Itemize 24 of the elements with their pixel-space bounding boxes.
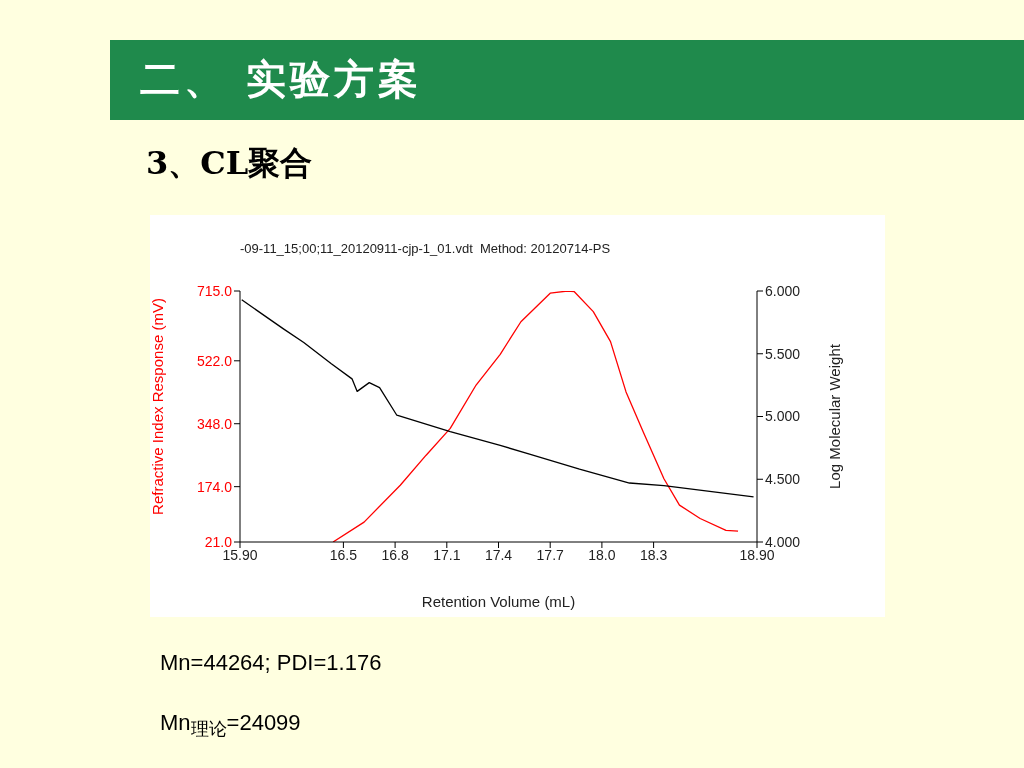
y-tick-label: 522.0 — [196, 352, 233, 369]
x-tick-label: 17.1 — [433, 546, 461, 563]
x-tick-label: 18.3 — [639, 546, 668, 563]
chart-subtitle: 3、CL聚合 — [146, 143, 313, 184]
text: -09-11_15;00;11_20120911-cjp-1_01.vdt Method: 20120714-PS — [240, 241, 611, 256]
y2-tick-label: 5.000 — [765, 408, 801, 425]
x-tick-label: 16.5 — [329, 546, 358, 563]
text: Mn=44264; PDI=1.176 — [160, 650, 382, 676]
y-tick-label: 174.0 — [196, 478, 233, 495]
y-tick-label: 348.0 — [196, 415, 233, 432]
x-axis-title: Retention Volume (mL) — [421, 593, 576, 610]
y2-axis-title: Log Molecular Weight — [826, 343, 844, 489]
y2-tick-label: 4.500 — [765, 471, 801, 488]
x-tick-label: 16.8 — [381, 546, 409, 563]
x-tick-label: 17.7 — [536, 546, 565, 563]
x-tick-label: 17.4 — [484, 546, 513, 563]
chart-title: 二、 实验方案 — [140, 54, 422, 104]
line-series — [332, 291, 739, 542]
text: Mn$_{理论}$=24099 — [160, 710, 301, 742]
y-axis-title: Refractive Index Response (mV) — [149, 298, 167, 515]
y2-tick-label: 6.000 — [765, 282, 801, 299]
y2-tick-label: 5.500 — [765, 345, 801, 362]
x-tick-label: 18.0 — [588, 546, 616, 563]
y-tick-label: 715.0 — [196, 282, 233, 299]
